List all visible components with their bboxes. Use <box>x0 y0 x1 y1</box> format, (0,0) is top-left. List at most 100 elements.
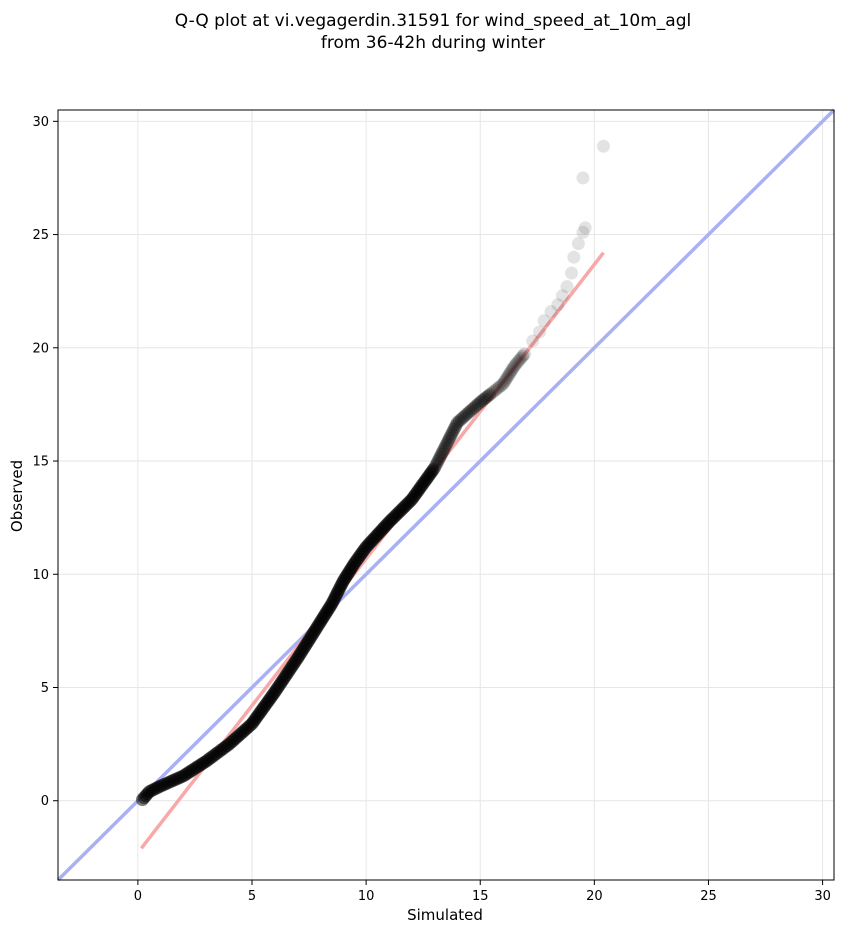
data-point <box>494 379 508 393</box>
data-point <box>533 325 547 339</box>
data-point <box>473 395 487 409</box>
data-point <box>477 392 491 406</box>
data-point <box>448 420 462 434</box>
data-point <box>578 221 592 235</box>
reference-lines <box>56 108 836 882</box>
data-point <box>442 431 456 445</box>
data-point <box>485 386 499 400</box>
data-point <box>526 334 540 348</box>
data-point <box>502 367 516 381</box>
plot-area-frame <box>57 109 835 881</box>
y-tick-label: 15 <box>32 455 49 470</box>
data-point <box>497 375 511 389</box>
data-point <box>441 434 455 448</box>
data-point <box>496 377 510 391</box>
data-point <box>447 422 461 436</box>
data-point <box>433 450 447 463</box>
x-tick-label: 5 <box>248 889 256 904</box>
data-point <box>490 382 504 396</box>
x-tick-label: 15 <box>472 889 489 904</box>
identity-line <box>56 108 836 882</box>
data-point <box>500 371 514 385</box>
data-point <box>440 436 454 450</box>
data-point <box>438 440 452 454</box>
data-point <box>432 452 446 466</box>
x-tick-label: 20 <box>586 889 603 904</box>
data-point <box>469 399 483 413</box>
x-tick-label: 10 <box>358 889 375 904</box>
data-point <box>449 418 463 432</box>
data-point <box>565 266 579 280</box>
data-points <box>135 139 610 807</box>
data-point <box>567 250 581 264</box>
data-point <box>576 225 590 239</box>
data-point <box>429 459 443 473</box>
y-tick-label: 10 <box>32 568 49 583</box>
data-point <box>483 388 497 402</box>
data-point <box>428 461 442 475</box>
grid <box>58 110 834 880</box>
data-point <box>450 416 464 430</box>
data-point <box>444 429 458 443</box>
data-point <box>452 414 466 428</box>
data-point <box>555 289 569 303</box>
data-point <box>468 400 482 414</box>
data-point <box>454 412 468 426</box>
x-tick-label: 25 <box>700 889 717 904</box>
data-point <box>488 383 502 397</box>
data-point <box>499 373 513 387</box>
y-tick-label: 25 <box>32 228 49 243</box>
data-point <box>560 280 574 294</box>
data-point <box>487 385 501 399</box>
x-tick-label: 30 <box>814 889 831 904</box>
data-point <box>506 361 520 375</box>
chart-title-line-2: from 36-42h during winter <box>321 33 545 53</box>
data-point <box>460 407 474 421</box>
data-point <box>504 365 518 379</box>
data-point <box>466 402 480 416</box>
data-point <box>426 463 440 477</box>
data-point <box>509 357 523 371</box>
data-point <box>479 391 493 405</box>
chart-title-line-1: Q-Q plot at vi.vegagerdin.31591 for wind… <box>175 11 691 31</box>
data-point <box>514 351 528 365</box>
data-point <box>458 409 472 423</box>
data-point <box>431 454 445 468</box>
data-point <box>517 347 531 361</box>
x-axis-label: Simulated <box>407 906 483 924</box>
data-point <box>439 438 453 452</box>
data-point <box>501 369 515 383</box>
y-axis-label: Observed <box>8 460 26 532</box>
data-point <box>511 355 525 369</box>
y-tick-label: 30 <box>32 115 49 130</box>
data-point <box>436 445 450 459</box>
y-tick-label: 5 <box>41 681 49 696</box>
data-point <box>537 314 551 328</box>
data-point <box>462 405 476 419</box>
data-point <box>475 394 489 408</box>
x-tick-label: 0 <box>134 889 142 904</box>
data-point <box>507 359 521 373</box>
y-tick-label: 0 <box>41 794 49 809</box>
data-point <box>434 447 448 461</box>
data-point <box>505 363 519 377</box>
data-point <box>544 305 558 319</box>
data-point <box>446 425 460 439</box>
data-point <box>492 380 506 394</box>
data-point <box>471 397 485 411</box>
y-tick-label: 20 <box>32 341 49 356</box>
data-point <box>571 237 585 251</box>
data-point <box>464 404 478 418</box>
data-point <box>445 427 459 441</box>
data-point <box>430 456 444 470</box>
data-point <box>596 139 610 153</box>
data-point <box>481 389 495 403</box>
data-point <box>576 171 590 185</box>
data-point <box>456 410 470 424</box>
data-point <box>551 298 565 312</box>
axis-ticks: 0 5 10 15 20 25 30 0 5 10 15 20 25 30 <box>32 115 830 904</box>
data-point <box>516 349 530 363</box>
data-point <box>512 353 526 367</box>
data-point <box>437 443 451 457</box>
